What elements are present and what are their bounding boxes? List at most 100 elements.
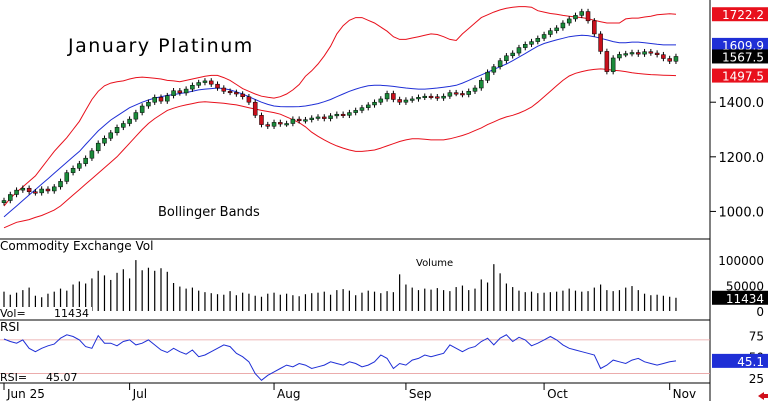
candle <box>70 165 76 176</box>
candle <box>642 48 647 57</box>
scroll-right-arrow-icon[interactable] <box>758 392 768 400</box>
candle <box>416 94 421 102</box>
volume-bars <box>3 260 677 311</box>
candle <box>315 114 321 121</box>
candle-body <box>516 47 522 54</box>
candle <box>303 116 308 124</box>
candle-body <box>667 58 672 62</box>
candle-body <box>89 150 95 159</box>
candle-body <box>290 118 296 124</box>
candle-body <box>64 172 70 182</box>
candle-body <box>466 91 471 95</box>
candle <box>560 20 566 31</box>
candle <box>183 86 189 96</box>
candle <box>548 27 553 38</box>
candle-body <box>246 96 252 103</box>
middle-band-line <box>3 34 676 218</box>
candle <box>252 99 258 119</box>
candle <box>83 155 88 167</box>
candle-body <box>45 188 51 192</box>
candle <box>240 91 245 100</box>
candle <box>33 189 38 196</box>
price-tag-label: 1722.2 <box>722 8 764 22</box>
candle-body <box>14 189 19 195</box>
price-tag: 1609.9 <box>712 37 768 53</box>
price-tag-label: 1609.9 <box>722 39 764 53</box>
candle-body <box>598 33 603 52</box>
candle <box>353 107 358 116</box>
price-tag-box <box>712 7 768 22</box>
candle-body <box>548 30 553 35</box>
candle-body <box>328 115 333 119</box>
candle <box>265 121 271 129</box>
candle-body <box>636 52 641 55</box>
candle <box>121 120 126 131</box>
candle-body <box>190 85 195 90</box>
candle-body <box>284 123 289 126</box>
candle <box>391 90 396 103</box>
candle-body <box>384 93 390 100</box>
candle <box>516 44 522 56</box>
candle-body <box>8 194 13 201</box>
x-tick-label: Jul <box>132 387 147 401</box>
candle-body <box>648 51 654 54</box>
candle <box>296 116 302 124</box>
candle-body <box>573 15 578 20</box>
x-tick-label: Aug <box>277 387 300 401</box>
candle-body <box>629 52 635 55</box>
candle <box>1 197 7 206</box>
rsi-readout-label: RSI= <box>0 371 27 384</box>
candle <box>152 94 157 105</box>
candle-body <box>278 122 283 125</box>
candle-body <box>309 117 314 120</box>
candle <box>447 89 453 99</box>
candle <box>610 55 616 75</box>
candle <box>460 90 465 98</box>
candle-body <box>83 157 88 164</box>
candle <box>579 8 585 19</box>
candle <box>196 79 201 89</box>
candle-body <box>127 118 132 124</box>
candle <box>409 96 415 103</box>
volume-tag-box <box>712 290 768 305</box>
candle-body <box>617 54 622 59</box>
rsi-tick-label: 25 <box>749 372 764 386</box>
candle-body <box>535 38 541 42</box>
candle-body <box>403 99 409 103</box>
volume-tick-label: 0 <box>756 305 764 319</box>
candle <box>51 184 57 194</box>
candle-body <box>315 116 321 119</box>
candle-body <box>504 55 509 61</box>
volume-tag-label: 11434 <box>726 292 764 306</box>
candle <box>139 103 145 116</box>
candle-body <box>522 44 528 48</box>
candle-body <box>435 96 440 99</box>
candle-body <box>77 163 82 169</box>
candle-body <box>158 97 164 102</box>
candle <box>278 119 283 127</box>
candle-body <box>485 71 490 81</box>
candle-body <box>202 80 208 83</box>
candle-body <box>472 87 478 92</box>
candle-body <box>610 57 616 72</box>
price-tick-label: 1000.0 <box>719 205 765 220</box>
candle-body <box>33 191 38 194</box>
candle-body <box>334 113 340 117</box>
candle <box>629 49 635 57</box>
candle <box>14 187 19 198</box>
candle-body <box>196 82 201 86</box>
x-tick-label: Jun 25 <box>6 387 45 401</box>
candle <box>328 113 333 122</box>
candle <box>654 50 660 58</box>
candle <box>573 12 578 22</box>
candle-body <box>585 11 591 22</box>
candle <box>246 94 252 105</box>
candle <box>359 104 365 114</box>
rsi-tag-box <box>712 353 768 368</box>
candle-body <box>673 56 679 62</box>
candle-body <box>510 52 515 57</box>
rsi-tag-label: 45.1 <box>737 355 764 369</box>
candle <box>673 53 679 64</box>
